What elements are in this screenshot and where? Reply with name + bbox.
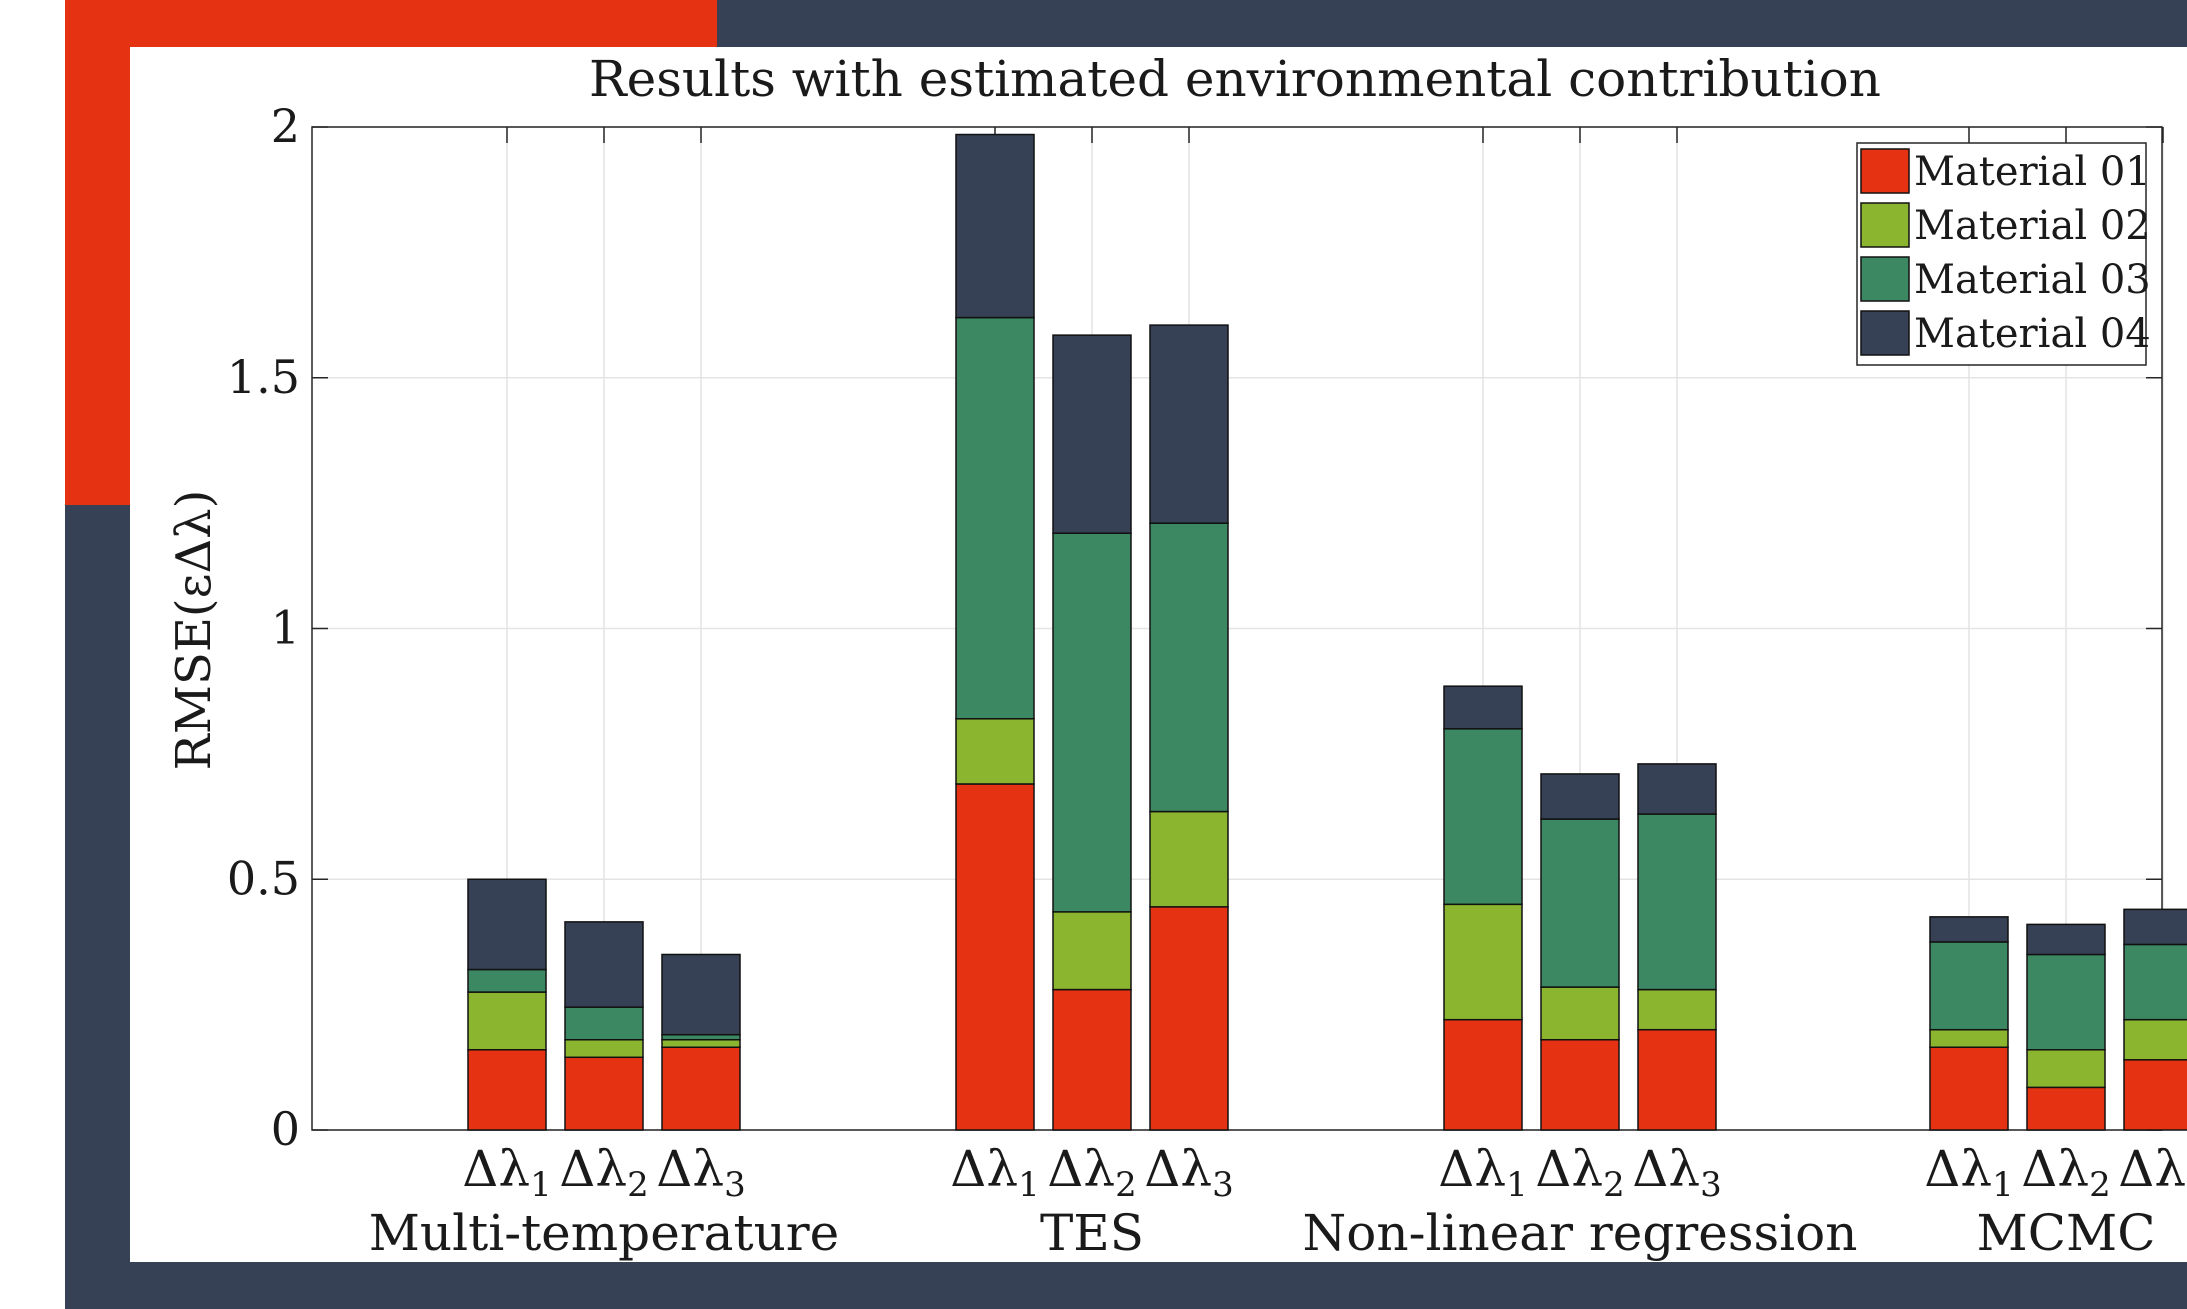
y-tick-label: 1.5	[227, 350, 300, 404]
bar-segment	[1637, 988, 1717, 1031]
bar-segment	[661, 1033, 741, 1041]
bar-segment	[467, 878, 547, 971]
x-tick-label: Δλ3	[2118, 1140, 2187, 1205]
group-label: MCMC	[1977, 1204, 2156, 1262]
bar-segment	[467, 1049, 547, 1131]
bar-segment	[955, 316, 1035, 720]
bar-segment	[467, 968, 547, 993]
legend-entry-label: Material 03	[1914, 257, 2151, 303]
bar-segment	[1929, 1046, 2009, 1131]
bar-segment	[1052, 532, 1132, 913]
bar-segment	[564, 921, 644, 1008]
x-tick-label: Δλ2	[2021, 1140, 2110, 1205]
x-tick-label: Δλ1	[462, 1140, 551, 1205]
bar-segment	[467, 991, 547, 1051]
bar-segment	[1929, 1028, 2009, 1049]
bar-segment	[1929, 941, 2009, 1031]
group-label: Non-linear regression	[1303, 1204, 1858, 1262]
bar-segment	[1929, 916, 2009, 943]
bar-segment	[1052, 911, 1132, 991]
group-label: Multi-temperature	[369, 1204, 840, 1262]
legend-swatch	[1860, 148, 1910, 194]
bar-segment	[564, 1006, 644, 1041]
bar-segment	[1443, 1018, 1523, 1131]
bar-segment	[2026, 1049, 2106, 1089]
bar-segment	[955, 783, 1035, 1131]
bar-segment	[661, 953, 741, 1036]
frame-navy-bottom	[65, 1262, 2187, 1309]
bar-segment	[1637, 813, 1717, 991]
bar-segment	[955, 718, 1035, 785]
bar-segment	[955, 133, 1035, 319]
x-tick-label: Δλ1	[1924, 1140, 2013, 1205]
bar-segment	[2123, 1018, 2187, 1061]
bar-segment	[2026, 1086, 2106, 1131]
bar-segment	[1540, 986, 1620, 1041]
legend: Material 01 Material 02 Material 03 Materia…	[1856, 142, 2151, 366]
frame-red-top	[65, 0, 717, 47]
x-tick-label: Δλ2	[1535, 1140, 1624, 1205]
bar-segment	[1540, 1038, 1620, 1131]
legend-entry-label: Material 02	[1914, 203, 2151, 249]
bar-segment	[1443, 685, 1523, 730]
x-tick-label: Δλ3	[1632, 1140, 1721, 1205]
y-axis-label: RMSE(εΔλ)	[166, 490, 222, 771]
legend-swatch	[1860, 202, 1910, 248]
y-tick-label: 0.5	[227, 851, 300, 905]
x-tick-label: Δλ2	[559, 1140, 648, 1205]
bar-segment	[1052, 334, 1132, 534]
x-tick-label: Δλ3	[656, 1140, 745, 1205]
legend-swatch	[1860, 310, 1910, 356]
x-tick-label: Δλ3	[1144, 1140, 1233, 1205]
legend-swatch	[1860, 256, 1910, 302]
legend-entry-label: Material 04	[1914, 311, 2151, 357]
bar-segment	[1637, 763, 1717, 815]
x-tick-label: Δλ2	[1047, 1140, 1136, 1205]
bar-segment	[1052, 988, 1132, 1131]
bar-segment	[2123, 908, 2187, 946]
bar-segment	[564, 1056, 644, 1131]
bar-segment	[1149, 906, 1229, 1131]
x-tick-label: Δλ1	[1438, 1140, 1527, 1205]
bar-segment	[1637, 1028, 1717, 1131]
bar-segment	[661, 1038, 741, 1049]
x-tick-label: Δλ1	[950, 1140, 1039, 1205]
bar-segment	[2123, 1059, 2187, 1131]
bar-segment	[1540, 818, 1620, 988]
y-tick-label: 2	[271, 99, 300, 153]
bar-segment	[1540, 773, 1620, 820]
frame-navy-left	[65, 505, 130, 1309]
y-tick-label: 1	[271, 601, 300, 655]
bar-segment	[1443, 903, 1523, 1021]
y-tick-label: 0	[271, 1102, 300, 1156]
bar-segment	[2026, 953, 2106, 1051]
chart-title: Results with estimated environmental con…	[589, 50, 1881, 108]
bar-segment	[564, 1038, 644, 1059]
bar-segment	[661, 1046, 741, 1131]
bar-segment	[1149, 810, 1229, 908]
bar-segment	[1149, 522, 1229, 813]
group-label: TES	[1040, 1204, 1144, 1262]
bar-segment	[2123, 943, 2187, 1021]
bar-segment	[2026, 923, 2106, 956]
bar-segment	[1149, 324, 1229, 524]
bar-segment	[1443, 728, 1523, 906]
frame-red-left	[65, 47, 130, 505]
frame-navy-top	[717, 0, 2187, 47]
legend-entry-label: Material 01	[1914, 149, 2151, 195]
